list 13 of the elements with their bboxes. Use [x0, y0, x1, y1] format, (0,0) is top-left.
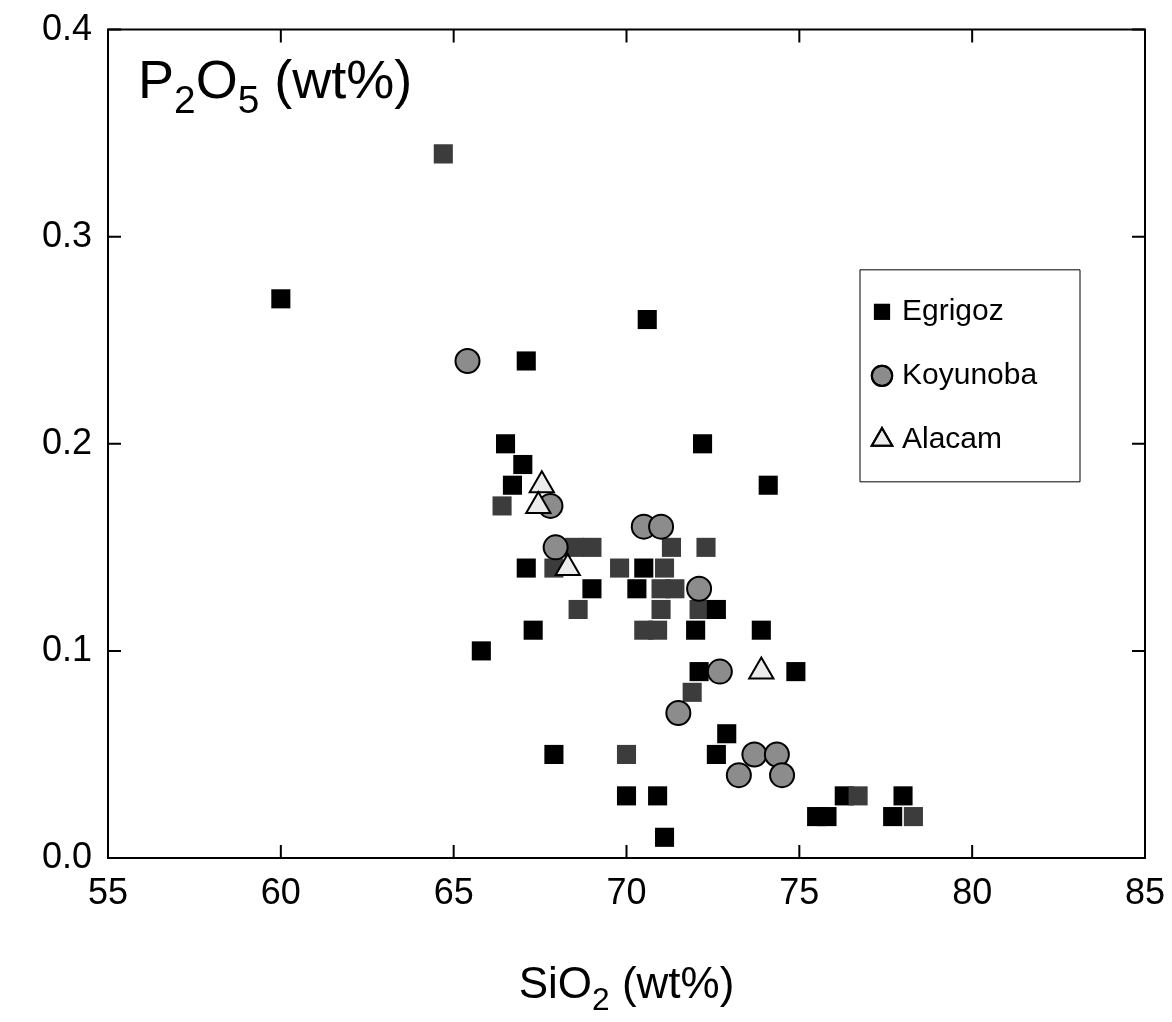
legend-label: Egrigoz: [902, 293, 1004, 327]
x-tick-label: 65: [433, 870, 474, 912]
x-tick-label: 85: [1124, 870, 1166, 912]
x-tick-label: 75: [779, 870, 820, 912]
legend-label: Koyunoba: [902, 357, 1038, 391]
y-tick-label: 0.2: [41, 420, 92, 462]
y-tick-label: 0.4: [41, 6, 92, 48]
legend-label: Alacam: [902, 421, 1003, 455]
x-tick-label: 60: [260, 870, 301, 912]
x-tick-label: 80: [952, 870, 993, 912]
x-tick-label: 70: [606, 870, 647, 912]
y-tick-label: 0.3: [41, 213, 92, 255]
y-tick-label: 0.1: [41, 627, 92, 669]
